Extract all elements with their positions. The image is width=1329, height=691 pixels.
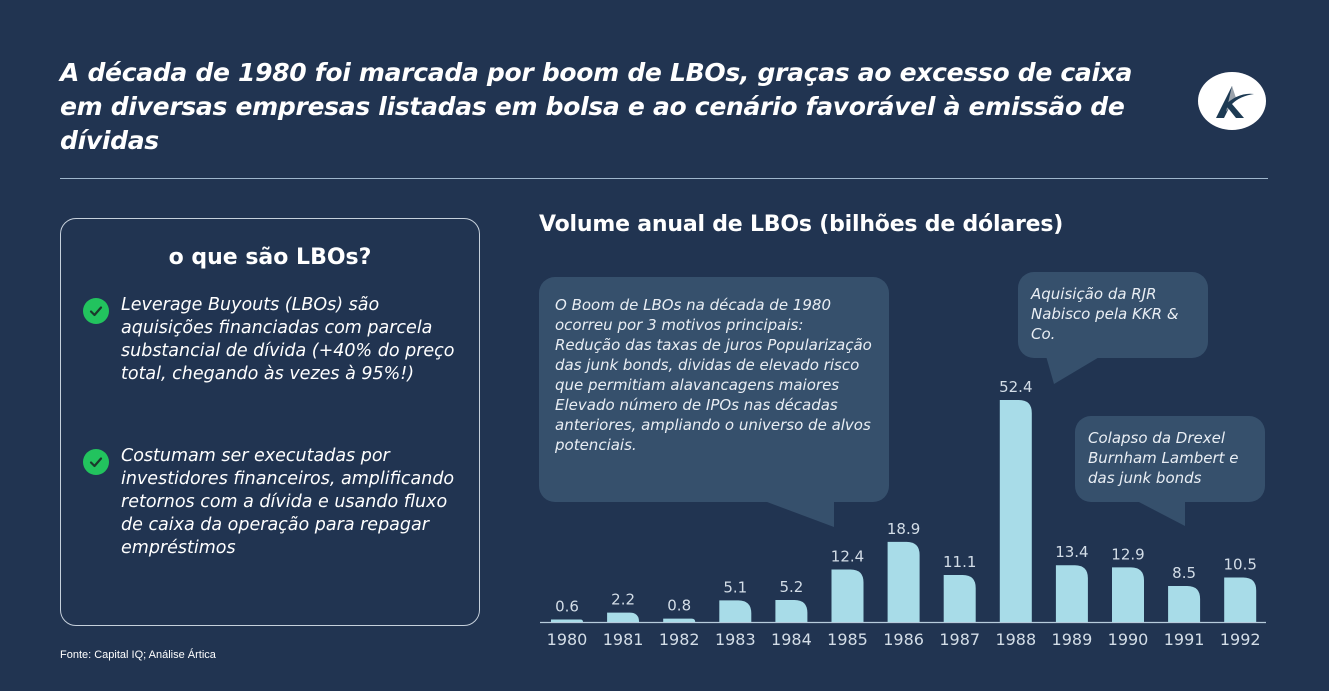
bar-1986 (887, 541, 920, 622)
callout-rjr: Aquisição da RJR Nabisco pela KKR & Co. (1018, 272, 1208, 384)
bar-value-label: 5.1 (723, 578, 747, 596)
chart-title: Volume anual de LBOs (bilhões de dólares… (539, 212, 1064, 237)
x-tick-label: 1980 (547, 630, 588, 649)
bar-1989 (1055, 565, 1088, 622)
bar-value-label: 0.8 (667, 597, 691, 615)
header-divider (60, 178, 1268, 179)
x-tick-label: 1982 (659, 630, 700, 649)
x-tick-label: 1985 (827, 630, 868, 649)
bullet-text: Costumam ser executadas por investidores… (121, 446, 455, 558)
lbo-definition-card: o que são LBOs? Leverage Buyouts (LBOs) … (60, 218, 480, 626)
x-tick-label: 1981 (603, 630, 644, 649)
bar-1992 (1224, 577, 1257, 622)
bar-1987 (943, 574, 976, 622)
bar-1988 (999, 400, 1032, 622)
callout-tail-icon (1135, 500, 1185, 526)
x-tick-label: 1992 (1220, 630, 1261, 649)
bar-value-label: 12.9 (1111, 545, 1144, 563)
page-headline: A década de 1980 foi marcada por boom de… (60, 58, 1133, 155)
x-tick-label: 1991 (1164, 630, 1205, 649)
bar-value-label: 12.4 (831, 547, 864, 565)
check-circle-icon (83, 449, 109, 475)
card-title: o que são LBOs? (168, 245, 372, 270)
bullet-text: Leverage Buyouts (LBOs) são aquisições f… (121, 295, 455, 384)
source-note: Fonte: Capital IQ; Análise Ártica (60, 649, 216, 661)
x-tick-label: 1990 (1108, 630, 1149, 649)
check-circle-icon (83, 298, 109, 324)
bullet-item: Costumam ser executadas por investidores… (83, 445, 468, 585)
bar-value-label: 52.4 (999, 378, 1032, 396)
bar-1982 (663, 618, 696, 622)
callout-boom-text: O Boom de LBOs na década de 1980 ocorreu… (555, 296, 872, 454)
bar-value-label: 13.4 (1055, 543, 1088, 561)
bar-value-label: 10.5 (1223, 556, 1256, 574)
callout-drexel-text: Colapso da Drexel Burnham Lambert e das … (1088, 429, 1239, 487)
bar-value-label: 5.2 (779, 578, 803, 596)
artica-logo-icon (1198, 72, 1266, 130)
x-tick-label: 1983 (715, 630, 756, 649)
x-tick-label: 1987 (939, 630, 980, 649)
bar-1981 (607, 612, 640, 622)
bar-value-label: 18.9 (887, 520, 920, 538)
callout-tail-icon (1046, 356, 1101, 384)
bar-value-label: 11.1 (943, 553, 976, 571)
bar-1985 (831, 569, 864, 622)
bar-1991 (1168, 585, 1201, 622)
callout-drexel: Colapso da Drexel Burnham Lambert e das … (1075, 416, 1265, 526)
bar-value-label: 0.6 (555, 597, 579, 615)
callout-rjr-text: Aquisição da RJR Nabisco pela KKR & Co. (1031, 285, 1179, 343)
bar-1984 (775, 599, 808, 622)
bar-1990 (1112, 567, 1144, 622)
x-tick-label: 1989 (1052, 630, 1093, 649)
bar-value-label: 2.2 (611, 591, 635, 609)
x-tick-label: 1984 (771, 630, 812, 649)
callout-boom: O Boom de LBOs na década de 1980 ocorreu… (539, 277, 889, 527)
bar-value-label: 8.5 (1172, 564, 1196, 582)
x-tick-label: 1986 (883, 630, 924, 649)
bar-1980 (551, 619, 583, 622)
callout-tail-icon (759, 499, 834, 527)
x-tick-label: 1988 (995, 630, 1036, 649)
bar-1983 (719, 600, 752, 622)
bullet-item: Leverage Buyouts (LBOs) são aquisições f… (83, 294, 468, 409)
